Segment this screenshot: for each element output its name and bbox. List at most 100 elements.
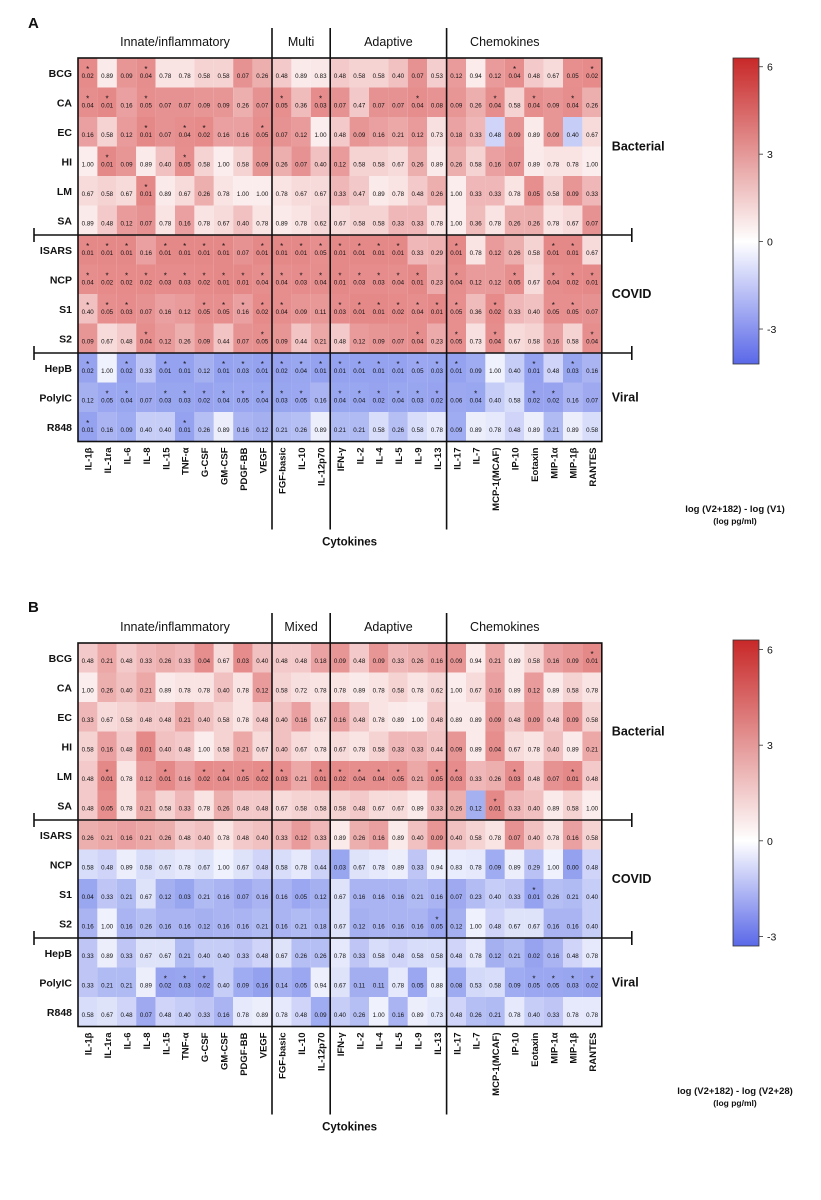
heatmap-cell xyxy=(407,412,428,442)
significance-star: * xyxy=(532,974,535,983)
cell-pvalue: 0.89 xyxy=(101,953,114,960)
column-label: MIP-1β xyxy=(569,447,580,478)
cell-pvalue: 0.89 xyxy=(528,161,541,168)
colorbar-label: log (V2+182) - log (V1) xyxy=(685,504,785,515)
heatmap-cell xyxy=(427,967,447,997)
heatmap-cell xyxy=(524,323,544,353)
heatmap-cell xyxy=(466,967,486,997)
cell-pvalue: 0.40 xyxy=(217,953,230,960)
heatmap-cell xyxy=(233,672,253,702)
heatmap-cell xyxy=(97,790,117,820)
heatmap-cell xyxy=(504,264,525,294)
heatmap-cell xyxy=(310,997,331,1027)
heatmap-cell xyxy=(155,235,175,265)
heatmap-cell xyxy=(175,176,195,206)
heatmap-cell xyxy=(213,643,234,673)
cell-pvalue: 0.58 xyxy=(334,805,347,812)
heatmap-cell xyxy=(388,176,408,206)
heatmap-cell xyxy=(194,235,214,265)
cell-pvalue: 0.40 xyxy=(217,687,230,694)
heatmap-cell xyxy=(155,382,175,412)
heatmap-cell xyxy=(504,790,525,820)
heatmap-cell xyxy=(310,643,331,673)
cell-pvalue: 0.21 xyxy=(411,776,424,783)
heatmap-cell xyxy=(97,849,117,879)
heatmap-cell xyxy=(252,731,272,761)
heatmap-cell xyxy=(349,997,369,1027)
cell-pvalue: 0.07 xyxy=(276,132,289,139)
heatmap-cell xyxy=(155,849,175,879)
cell-pvalue: 0.67 xyxy=(373,805,386,812)
cell-pvalue: 0.05 xyxy=(431,776,444,783)
cell-pvalue: 0.01 xyxy=(431,309,444,316)
significance-star: * xyxy=(338,389,341,398)
cell-pvalue: 1.00 xyxy=(470,923,483,930)
heatmap-cell xyxy=(78,412,98,442)
cell-pvalue: 0.58 xyxy=(237,161,250,168)
cell-pvalue: 0.48 xyxy=(256,864,269,871)
column-group-label: Mixed xyxy=(284,620,317,634)
cell-pvalue: 0.89 xyxy=(508,658,521,665)
cell-pvalue: 0.01 xyxy=(101,102,114,109)
significance-star: * xyxy=(203,271,206,280)
heatmap-cell xyxy=(291,761,311,791)
significance-star: * xyxy=(222,271,225,280)
cell-pvalue: 0.33 xyxy=(470,132,483,139)
cell-pvalue: 0.78 xyxy=(179,864,192,871)
cell-pvalue: 0.04 xyxy=(120,397,133,404)
heatmap-cell xyxy=(97,761,117,791)
cell-pvalue: 0.44 xyxy=(217,338,230,345)
heatmap-cell xyxy=(349,761,369,791)
cell-pvalue: 0.40 xyxy=(586,894,599,901)
heatmap-cell xyxy=(252,412,272,442)
heatmap-cell xyxy=(233,761,253,791)
heatmap-cell xyxy=(155,908,175,938)
cell-pvalue: 0.04 xyxy=(489,102,502,109)
column-label: IL-9 xyxy=(414,1033,425,1050)
cell-pvalue: 0.01 xyxy=(82,250,95,257)
cell-pvalue: 0.89 xyxy=(508,687,521,694)
cell-pvalue: 0.04 xyxy=(411,309,424,316)
cell-pvalue: 1.00 xyxy=(217,864,230,871)
heatmap-cell xyxy=(330,879,350,909)
cell-pvalue: 0.67 xyxy=(508,746,521,753)
cell-pvalue: 0.78 xyxy=(547,835,560,842)
heatmap-cell xyxy=(291,412,311,442)
cell-pvalue: 0.16 xyxy=(276,923,289,930)
cell-pvalue: 1.00 xyxy=(450,687,463,694)
significance-star: * xyxy=(494,330,497,339)
heatmap-cell xyxy=(233,997,253,1027)
cell-pvalue: 0.05 xyxy=(508,279,521,286)
cell-pvalue: 0.09 xyxy=(508,982,521,989)
cell-pvalue: 0.16 xyxy=(237,427,250,434)
heatmap-cell xyxy=(504,294,525,324)
heatmap-cell xyxy=(369,761,389,791)
cell-pvalue: 0.78 xyxy=(256,220,269,227)
cell-pvalue: 0.73 xyxy=(470,338,483,345)
heatmap-cell xyxy=(582,731,602,761)
heatmap-cell xyxy=(563,412,583,442)
heatmap-cell xyxy=(369,412,389,442)
heatmap-cell xyxy=(78,672,98,702)
heatmap-cell xyxy=(369,382,389,412)
heatmap-cell xyxy=(446,264,466,294)
heatmap-cell xyxy=(116,353,137,383)
heatmap-cell xyxy=(272,264,292,294)
heatmap-cell xyxy=(330,997,350,1027)
cell-pvalue: 0.16 xyxy=(392,1012,405,1019)
heatmap-cell xyxy=(524,117,544,147)
cell-pvalue: 0.04 xyxy=(256,279,269,286)
significance-star: * xyxy=(203,389,206,398)
cell-pvalue: 0.12 xyxy=(489,73,502,80)
cell-pvalue: 0.01 xyxy=(82,427,95,434)
cell-pvalue: 0.48 xyxy=(256,805,269,812)
heatmap-cell xyxy=(97,294,117,324)
heatmap-cell xyxy=(272,205,292,235)
cell-pvalue: 0.40 xyxy=(547,746,560,753)
cell-pvalue: 1.00 xyxy=(101,923,114,930)
heatmap-cell xyxy=(427,58,447,88)
cell-pvalue: 0.16 xyxy=(179,220,192,227)
cell-pvalue: 0.78 xyxy=(237,717,250,724)
cell-pvalue: 0.21 xyxy=(489,658,502,665)
heatmap-cell xyxy=(543,412,563,442)
